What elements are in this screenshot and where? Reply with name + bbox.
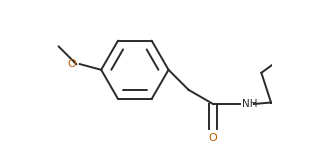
Text: O: O [209, 133, 218, 143]
Text: O: O [68, 59, 76, 69]
Text: NH: NH [242, 99, 258, 109]
